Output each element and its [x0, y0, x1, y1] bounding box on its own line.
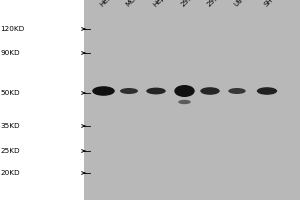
Text: 293T: 293T	[180, 0, 197, 8]
Ellipse shape	[146, 88, 166, 94]
Text: U87: U87	[233, 0, 247, 8]
Ellipse shape	[92, 86, 115, 96]
Ellipse shape	[178, 100, 191, 104]
Ellipse shape	[200, 87, 220, 95]
Ellipse shape	[120, 88, 138, 94]
Text: SH-SY5Y: SH-SY5Y	[263, 0, 288, 8]
Ellipse shape	[174, 85, 195, 97]
Text: 90KD: 90KD	[1, 50, 20, 56]
Ellipse shape	[257, 87, 277, 95]
Text: HepG2: HepG2	[152, 0, 173, 8]
Text: 20KD: 20KD	[1, 170, 20, 176]
Bar	[84, 0, 300, 200]
Text: 293: 293	[206, 0, 220, 8]
Ellipse shape	[228, 88, 246, 94]
Text: MCF-7: MCF-7	[125, 0, 144, 8]
Text: 35KD: 35KD	[1, 123, 20, 129]
Text: 50KD: 50KD	[1, 90, 20, 96]
Text: 25KD: 25KD	[1, 148, 20, 154]
Text: Hela: Hela	[99, 0, 115, 8]
Text: 120KD: 120KD	[1, 26, 25, 32]
